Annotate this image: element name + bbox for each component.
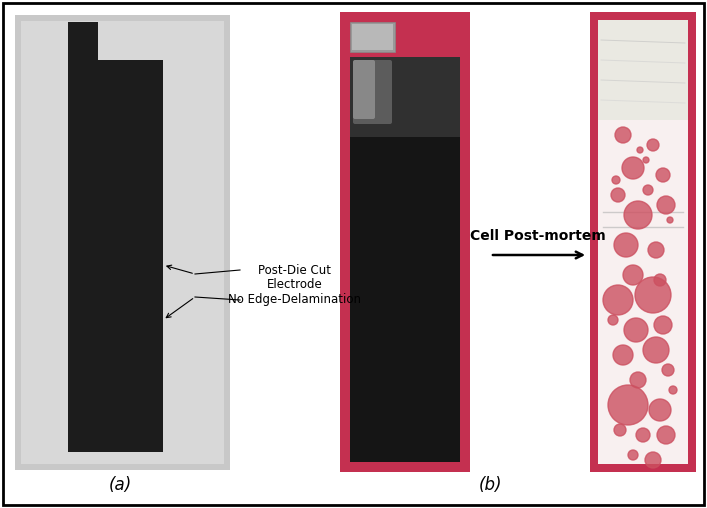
Bar — [598, 20, 688, 120]
Circle shape — [615, 127, 631, 143]
Circle shape — [657, 426, 675, 444]
Bar — [350, 57, 460, 137]
Circle shape — [643, 157, 649, 163]
Text: Post-Die Cut: Post-Die Cut — [259, 264, 332, 276]
Text: (a): (a) — [108, 476, 132, 494]
Circle shape — [654, 274, 666, 286]
Circle shape — [654, 316, 672, 334]
Circle shape — [645, 452, 661, 468]
Circle shape — [637, 147, 643, 153]
Text: (b): (b) — [478, 476, 502, 494]
Circle shape — [643, 337, 669, 363]
Bar — [21, 21, 224, 464]
Circle shape — [611, 188, 625, 202]
Circle shape — [647, 139, 659, 151]
Text: Electrode: Electrode — [267, 278, 323, 292]
Circle shape — [614, 424, 626, 436]
Circle shape — [635, 277, 671, 313]
Circle shape — [622, 157, 644, 179]
Circle shape — [603, 285, 633, 315]
Circle shape — [636, 428, 650, 442]
FancyBboxPatch shape — [353, 60, 375, 119]
Circle shape — [667, 217, 673, 223]
Bar — [352, 24, 393, 50]
Circle shape — [648, 242, 664, 258]
Circle shape — [628, 450, 638, 460]
Circle shape — [656, 168, 670, 182]
Bar — [598, 20, 688, 464]
Circle shape — [669, 386, 677, 394]
Circle shape — [662, 364, 674, 376]
Circle shape — [630, 372, 646, 388]
Bar — [590, 12, 696, 472]
Circle shape — [623, 265, 643, 285]
Circle shape — [608, 385, 648, 425]
Circle shape — [613, 345, 633, 365]
Bar — [340, 12, 470, 472]
Circle shape — [657, 196, 675, 214]
FancyBboxPatch shape — [353, 60, 392, 124]
Circle shape — [612, 176, 620, 184]
Bar — [350, 22, 395, 52]
Bar — [15, 15, 230, 470]
Circle shape — [643, 185, 653, 195]
Circle shape — [614, 233, 638, 257]
Circle shape — [624, 201, 652, 229]
Circle shape — [608, 315, 618, 325]
Polygon shape — [68, 22, 163, 452]
Circle shape — [624, 318, 648, 342]
Text: Cell Post-mortem: Cell Post-mortem — [470, 229, 606, 243]
Text: No Edge-Delamination: No Edge-Delamination — [228, 294, 361, 306]
Circle shape — [649, 399, 671, 421]
Bar — [350, 57, 460, 462]
